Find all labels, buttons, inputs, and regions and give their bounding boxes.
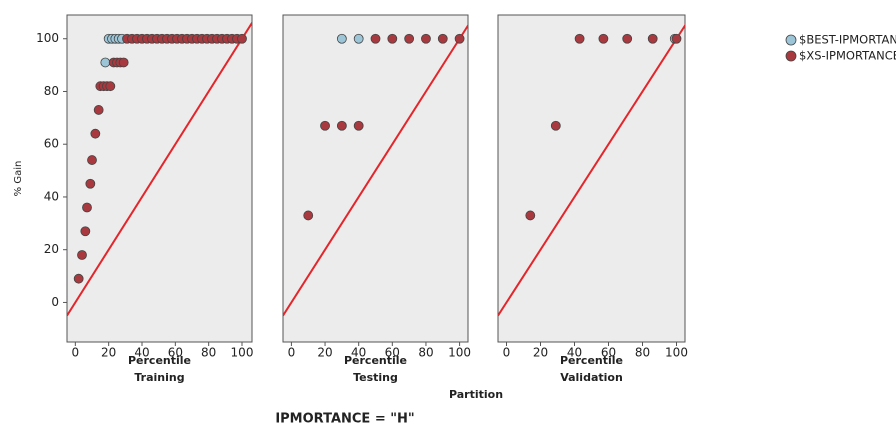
facet-name: Training [134, 371, 184, 384]
point [304, 211, 313, 220]
x-tick-label: 0 [72, 346, 80, 360]
y-axis-label: % Gain [13, 161, 24, 197]
point [405, 34, 414, 43]
point [94, 105, 103, 114]
point [388, 34, 397, 43]
point [337, 34, 346, 43]
y-tick-label: 60 [44, 137, 59, 151]
x-tick-label: 80 [635, 346, 650, 360]
x-tick-label: 0 [503, 346, 511, 360]
point [74, 274, 83, 283]
point [81, 227, 90, 236]
point [83, 203, 92, 212]
point [119, 58, 128, 67]
facet-name: Validation [560, 371, 623, 384]
y-tick-label: 100 [36, 31, 59, 45]
x-tick-label: 100 [231, 346, 254, 360]
point [438, 34, 447, 43]
x-tick-label: 20 [317, 346, 332, 360]
point [599, 34, 608, 43]
point [88, 156, 97, 165]
legend-swatch [786, 51, 796, 61]
x-tick-label: 100 [665, 346, 688, 360]
point [78, 250, 87, 259]
y-tick-label: 80 [44, 84, 59, 98]
x-tick-label: 80 [201, 346, 216, 360]
x-axis-label: Percentile [560, 354, 623, 367]
point [526, 211, 535, 220]
x-tick-label: 20 [533, 346, 548, 360]
facet-name: Testing [353, 371, 398, 384]
point [421, 34, 430, 43]
facet-label: Partition [449, 388, 503, 401]
point [86, 179, 95, 188]
point [455, 34, 464, 43]
point [623, 34, 632, 43]
x-axis-label: Percentile [344, 354, 407, 367]
x-tick-label: 20 [101, 346, 116, 360]
point [238, 34, 247, 43]
point [648, 34, 657, 43]
legend-label: $BEST-IPMORTANCE [799, 33, 896, 47]
point [354, 34, 363, 43]
point [575, 34, 584, 43]
point [354, 121, 363, 130]
point [672, 34, 681, 43]
point [371, 34, 380, 43]
y-tick-label: 20 [44, 242, 59, 256]
point [106, 82, 115, 91]
y-tick-label: 40 [44, 189, 59, 203]
point [337, 121, 346, 130]
x-tick-label: 80 [418, 346, 433, 360]
chart: Partition IPMORTANCE = "H" 0 20 40 60 80 100 0… [0, 0, 896, 430]
footer: IPMORTANCE = "H" [275, 412, 414, 427]
x-tick-label: 100 [448, 346, 471, 360]
legend-label: $XS-IPMORTANCE [799, 49, 896, 63]
point [91, 129, 100, 138]
plot-area [67, 15, 252, 342]
legend-swatch [786, 35, 796, 45]
y-tick-label: 0 [51, 295, 59, 309]
point [551, 121, 560, 130]
point [321, 121, 330, 130]
x-axis-label: Percentile [128, 354, 191, 367]
plot-area [498, 15, 685, 342]
point [101, 58, 110, 67]
plot-area [283, 15, 468, 342]
x-tick-label: 0 [288, 346, 296, 360]
